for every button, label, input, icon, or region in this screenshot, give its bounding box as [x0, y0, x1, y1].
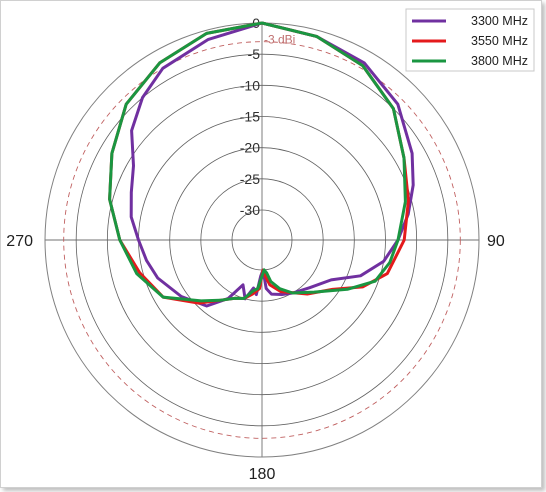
reference-circle: [63, 41, 461, 439]
radial-tick-label: -30: [240, 202, 260, 218]
series-line-3800-mhz: [108, 21, 407, 303]
reference-circle-group: -3 dBi: [63, 33, 461, 439]
series-layer: [108, 21, 415, 308]
radial-tick-label: -25: [240, 171, 260, 187]
legend-label: 3550 MHz: [471, 34, 528, 48]
reference-label: -3 dBi: [264, 33, 295, 47]
grid-ring: [75, 53, 449, 427]
radial-tick-label: -20: [240, 140, 260, 156]
angle-label-270: 270: [6, 233, 33, 250]
angle-label-180: 180: [249, 466, 276, 483]
legend-label: 3800 MHz: [471, 54, 528, 68]
radial-tick-label: -10: [240, 77, 260, 93]
series-line-3300-mhz: [129, 21, 415, 308]
grid-ring: [106, 84, 418, 396]
angle-label-90: 90: [487, 233, 505, 250]
radial-tick-label: -15: [240, 109, 260, 125]
legend: 3300 MHz 3550 MHz 3800 MHz: [405, 8, 535, 72]
legend-label: 3300 MHz: [471, 14, 528, 28]
polar-grid: [44, 22, 480, 458]
grid-ring: [169, 147, 355, 333]
radial-tick-label: -5: [248, 46, 261, 62]
grid-ring: [200, 178, 324, 302]
